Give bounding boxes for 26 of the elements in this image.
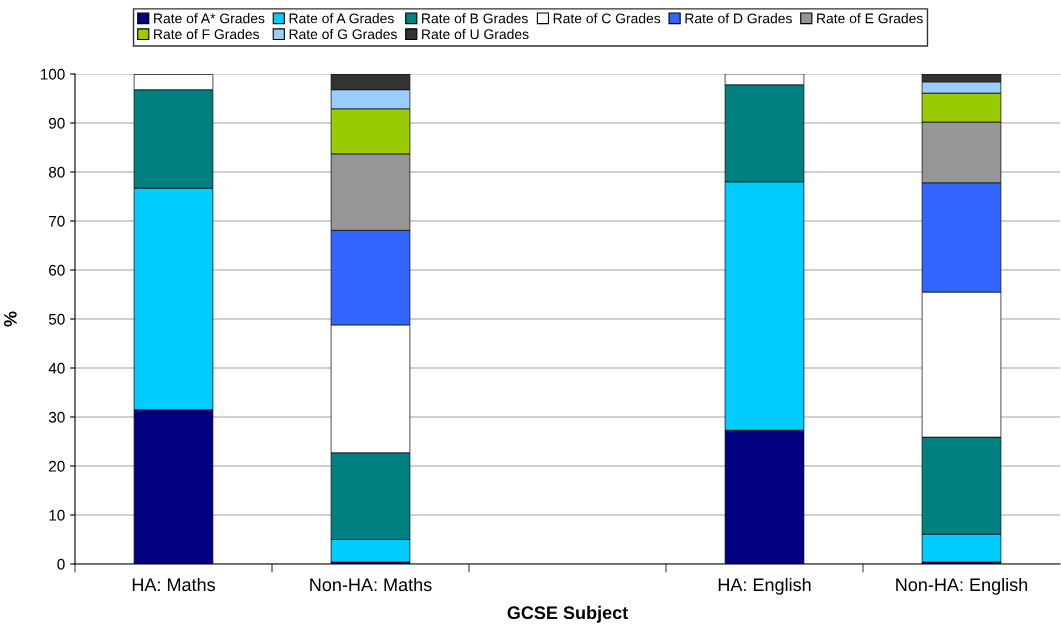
x-tick-label: Non-HA: Maths [310,577,432,592]
legend-label: Rate of D Grades [685,13,792,24]
y-tick-label: 50 [48,313,65,325]
x-tick-label: Non-HA: English [896,577,1028,595]
legend-label: Rate of U Grades [422,28,529,40]
y-axis-title: % [4,311,17,327]
x-tick-label: HA: English [718,577,811,595]
y-tick-label: 80 [48,166,65,178]
x-axis-title: GCSE Subject [507,605,628,623]
y-tick-label: 40 [48,362,65,374]
y-tick-label: 0 [57,558,65,570]
y-tick-label: 60 [49,264,65,276]
legend-label: Rate of F Grades [154,28,259,40]
y-tick-label: 70 [49,215,65,227]
legend-label: Rate of A* Grades [154,13,265,24]
y-tick-label: 90 [49,117,65,129]
legend-label: Rate of B Grades [422,13,528,24]
y-tick-label: 100 [40,68,65,80]
legend-label: Rate of E Grades [817,13,923,24]
y-tick-label: 20 [49,460,65,472]
legend-label: Rate of G Grades [289,28,397,40]
legend-label: Rate of C Grades [553,13,661,24]
y-tick-label: 30 [48,411,65,423]
y-tick-label: 10 [49,509,65,521]
legend-label: Rate of A Grades [289,13,394,24]
x-tick-label: HA: Maths [132,577,215,592]
